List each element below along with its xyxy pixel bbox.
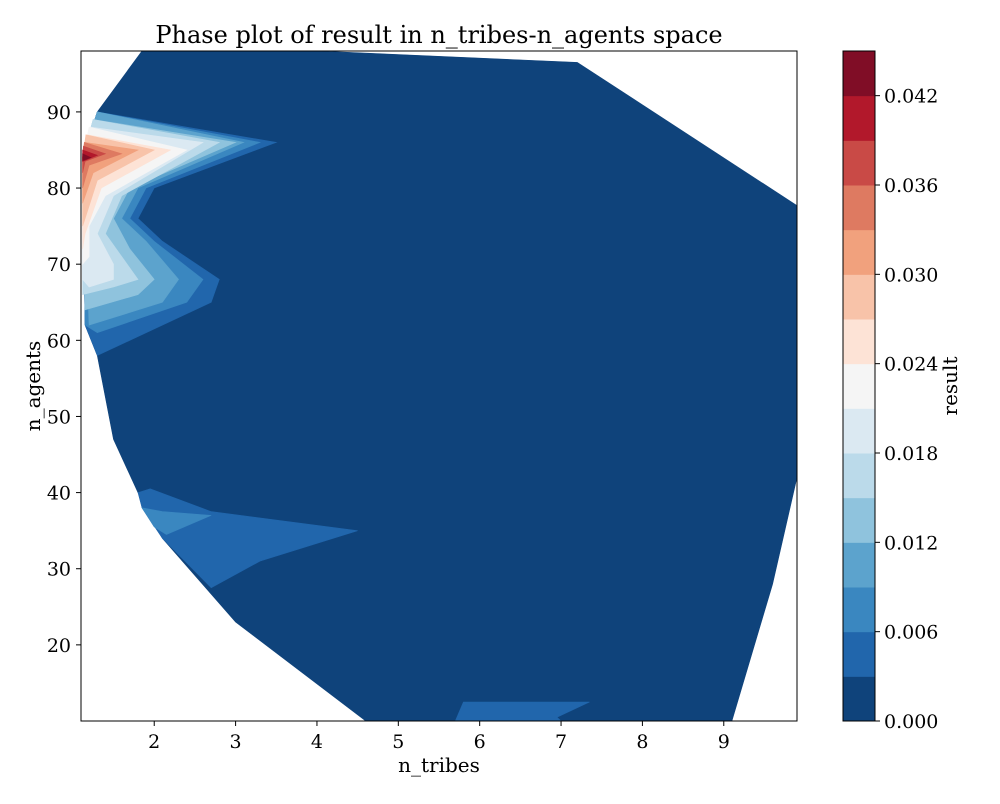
colorbar-swatch [843, 140, 875, 186]
colorbar-label: result [938, 357, 962, 416]
colorbar-swatch [843, 363, 875, 409]
y-tick-label: 20 [47, 635, 71, 657]
colorbar-tick-label: 0.036 [884, 175, 938, 197]
y-tick-label: 30 [47, 559, 71, 581]
colorbar-ticks: 0.000 0.006 0.012 0.018 0.024 0.030 0.036 0.042 [875, 86, 938, 733]
colorbar-swatch [843, 274, 875, 320]
colorbar-frame [842, 50, 876, 722]
y-tick-label: 70 [47, 254, 71, 276]
colorbar-swatch [843, 542, 875, 588]
y-tick-label: 60 [47, 330, 71, 352]
colorbar-tick-label: 0.012 [884, 532, 938, 554]
x-axis-ticks: 2 3 4 5 6 7 8 9 [148, 721, 730, 753]
y-axis-label: n_agents [21, 341, 45, 432]
x-tick-label: 4 [311, 731, 323, 753]
x-tick-label: 9 [718, 731, 730, 753]
x-tick-label: 7 [555, 731, 567, 753]
y-tick-label: 80 [47, 178, 71, 200]
colorbar-swatch [843, 676, 875, 722]
colorbar-swatch [843, 631, 875, 677]
colorbar-tick-label: 0.030 [884, 264, 938, 286]
colorbar-tick-label: 0.006 [884, 622, 938, 644]
colorbar-swatch [843, 51, 875, 97]
y-tick-label: 40 [47, 483, 71, 505]
colorbar-swatch [843, 453, 875, 499]
colorbar-swatch [843, 185, 875, 231]
x-tick-label: 2 [148, 731, 160, 753]
colorbar-swatch [843, 497, 875, 543]
colorbar-swatch [843, 95, 875, 141]
x-axis-label: n_tribes [398, 753, 480, 777]
colorbar-swatch [843, 587, 875, 633]
colorbar-swatch [843, 408, 875, 454]
contour-region-level-1 [454, 701, 590, 721]
plot-frame [80, 50, 798, 722]
colorbar-tick-label: 0.024 [884, 354, 938, 376]
colorbar-tick-label: 0.000 [884, 711, 938, 733]
plot-area [82, 51, 797, 721]
y-axis-ticks: 20 30 40 50 60 70 80 90 [47, 102, 81, 657]
y-tick-label: 90 [47, 102, 71, 124]
colorbar [843, 51, 875, 722]
colorbar-tick-label: 0.018 [884, 443, 938, 465]
chart-title: Phase plot of result in n_tribes-n_agent… [155, 21, 722, 49]
colorbar-swatch [843, 229, 875, 275]
contour-region-level-14 [82, 153, 92, 162]
y-tick-label: 50 [47, 406, 71, 428]
x-tick-label: 6 [474, 731, 486, 753]
x-tick-label: 5 [392, 731, 404, 753]
contour-region-level-2 [141, 507, 212, 535]
colorbar-tick-label: 0.042 [884, 86, 938, 108]
x-tick-label: 3 [230, 731, 242, 753]
colorbar-swatch [843, 319, 875, 365]
x-tick-label: 8 [636, 731, 648, 753]
